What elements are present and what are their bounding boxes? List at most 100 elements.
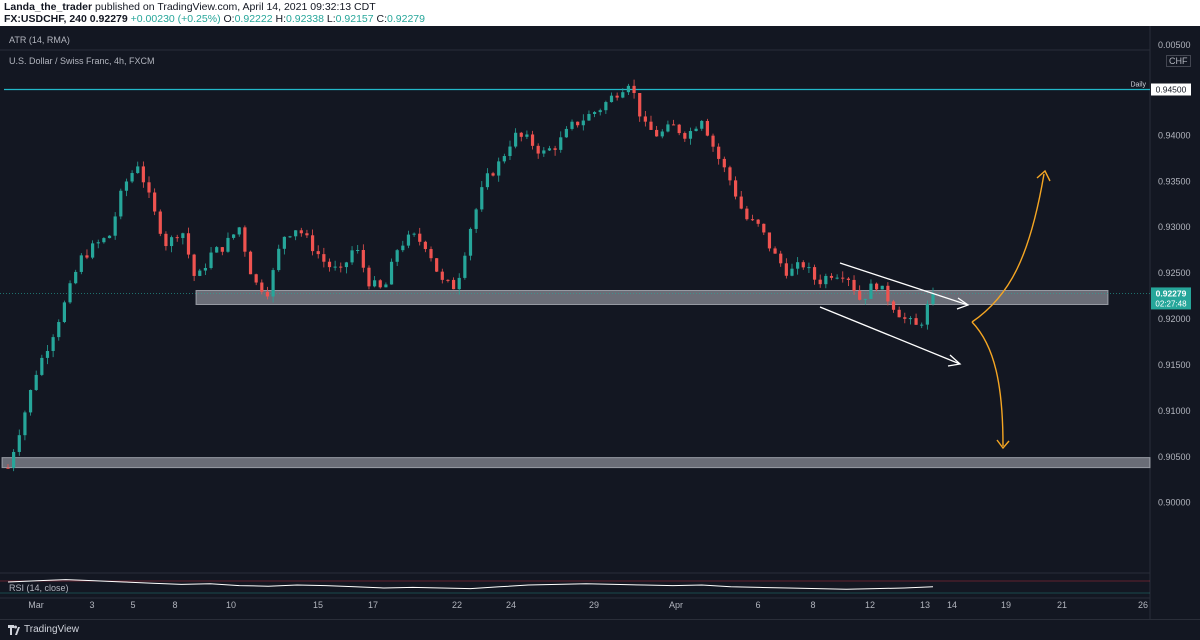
candle-body [418,233,422,242]
candle-body [688,131,693,139]
candle-body [34,374,38,390]
footer-brand[interactable]: TradingView [24,624,80,635]
x-tick-label: 29 [589,600,599,610]
candle-body [779,253,783,264]
candle-body [700,120,704,129]
candle-body [891,301,896,310]
candle-body [536,145,540,154]
support-zone-lower [1,457,1151,469]
candle-body [389,261,394,285]
candle-body [435,258,439,272]
author-name[interactable]: Landa_the_trader [4,1,93,13]
candle-body [841,277,845,279]
candle-body [237,227,241,235]
candle-body [423,241,427,250]
x-tick-label: 10 [226,600,236,610]
x-tick-label: 21 [1057,600,1067,610]
candle-body [198,270,202,276]
projection-down-curve [971,321,1004,447]
candle-body [373,280,377,287]
candle-body [74,271,78,284]
candle-body [186,233,191,255]
candle-body [587,113,591,121]
candle-body [576,121,580,126]
candle-body [209,252,213,268]
candle-body [733,180,738,197]
candle-body [378,280,382,288]
candle-body [451,279,456,290]
x-tick-label: 19 [1001,600,1011,610]
candle-body [350,250,354,263]
y-tick-label: 0.92000 [1158,314,1191,324]
candle-body [412,233,416,235]
x-tick-label: 14 [947,600,957,610]
candle-body [406,234,411,246]
y-tick-label: 0.90500 [1158,452,1191,462]
candle-body [722,158,726,168]
candle-body [226,237,230,252]
candle-body [750,219,755,221]
y-tick-label: 0.94000 [1158,130,1191,140]
atr-label[interactable]: ATR (14, RMA) [9,35,70,45]
candle-body [344,262,349,268]
y-tick-label: 0.93500 [1158,176,1191,186]
x-tick-label: 5 [130,600,135,610]
candle-body [598,110,602,113]
tradingview-logo-icon [8,625,20,635]
y-tick-label: 0.91000 [1158,406,1191,416]
x-tick-label: 8 [172,600,177,610]
y-tick-label: 0.93000 [1158,222,1191,232]
open-value: 0.92222 [234,13,273,25]
symbol-label[interactable]: FX:USDCHF, 240 [4,13,87,25]
candle-body [68,283,72,303]
price-chart[interactable]: Daily 0.90000 0.90500 0.91000 0.91500 0.9200… [0,26,1200,619]
rsi-label[interactable]: RSI (14, close) [9,583,69,593]
candles-group [6,79,935,472]
projection-up-curve [971,173,1045,323]
channel-upper-arrowhead [956,297,970,310]
candle-body [858,290,862,300]
open-label: O: [223,13,235,25]
candle-body [277,248,281,271]
candle-body [621,92,625,98]
candle-body [356,249,360,251]
x-tick-label: 24 [506,600,516,610]
candle-body [514,132,518,147]
candle-body [767,232,772,249]
candle-body [113,216,117,236]
candle-body [220,247,224,252]
candle-body [497,161,501,176]
candle-body [485,173,490,188]
candle-body [615,95,619,98]
change-value: +0.00230 (+0.25%) [130,13,221,25]
candle-body [51,337,55,351]
candle-body [45,350,50,358]
price-value: 0.92279 [89,13,128,25]
candle-body [508,146,512,157]
candle-body [829,275,834,278]
candle-body [677,124,681,134]
candle-body [705,120,709,136]
candle-body [846,278,850,280]
candle-body [463,255,467,278]
close-value: 0.92279 [387,13,425,25]
candle-body [666,124,670,132]
chart-title[interactable]: U.S. Dollar / Swiss Franc, 4h, FXCM [9,56,155,66]
atr-value: 0.00500 [1158,40,1191,50]
candle-body [169,237,174,247]
header-line-2: FX:USDCHF, 240 0.92279 +0.00230 (+0.25%)… [4,13,425,25]
candle-body [136,166,140,174]
daily-price-tag [1151,83,1191,96]
candle-body [367,267,371,287]
candle-body [547,148,552,151]
candle-body [429,249,433,259]
candle-body [756,219,760,224]
candle-body [254,274,258,283]
projection-down-arrowhead [996,439,1010,450]
candle-body [626,85,631,93]
candle-body [40,357,44,375]
candle-body [232,234,236,238]
y-tick-label: 0.90000 [1158,498,1191,508]
candle-body [852,279,856,291]
candle-body [310,235,315,252]
